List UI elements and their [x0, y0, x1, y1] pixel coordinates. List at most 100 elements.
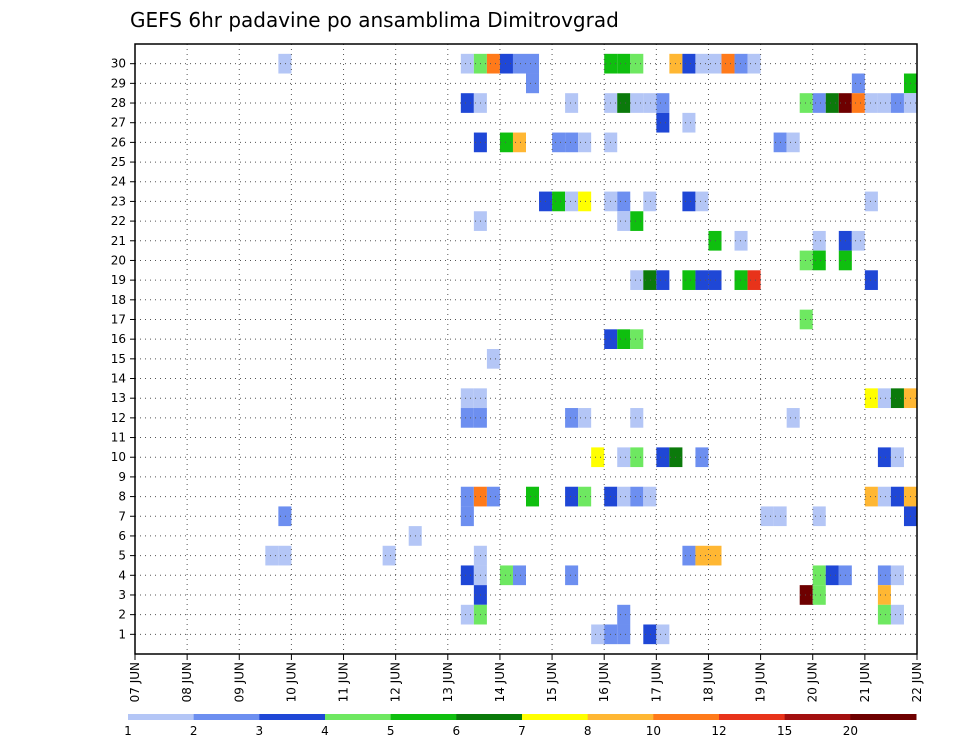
x-tick-label: 21 JUN	[858, 662, 872, 702]
heatmap-cell	[460, 408, 474, 428]
x-tick-label: 09 JUN	[232, 662, 246, 702]
heatmap-cell	[695, 447, 709, 468]
heatmap-cell	[630, 270, 644, 290]
heatmap-cell	[382, 545, 396, 566]
heatmap-cell	[460, 604, 474, 625]
heatmap-cell	[890, 486, 904, 507]
heatmap-cell	[656, 270, 670, 290]
heatmap-cell	[747, 53, 761, 74]
heatmap-cell	[877, 585, 891, 605]
heatmap-cell	[578, 486, 592, 507]
heatmap-cell	[656, 112, 670, 133]
heatmap-cell	[656, 624, 670, 645]
heatmap-cell	[812, 230, 826, 251]
heatmap-cell	[734, 53, 748, 74]
x-tick-label: 12 JUN	[389, 662, 403, 702]
heatmap-cell	[799, 309, 813, 330]
heatmap-cell	[786, 408, 800, 428]
heatmap-cell	[812, 93, 826, 113]
legend-swatch	[390, 714, 457, 720]
heatmap-cell	[565, 408, 579, 428]
heatmap-cell	[486, 53, 500, 74]
heatmap-cell	[799, 93, 813, 113]
x-tick-label: 07 JUN	[128, 662, 142, 702]
heatmap-cell	[812, 250, 826, 271]
heatmap-cell	[526, 73, 540, 94]
heatmap-cell	[460, 388, 474, 409]
heatmap-cell	[799, 585, 813, 605]
x-tick-label: 22 JUN	[910, 662, 924, 702]
heatmap-cell	[864, 191, 878, 212]
heatmap-cell	[526, 486, 540, 507]
legend-label: 8	[584, 724, 592, 738]
legend-swatch	[193, 714, 260, 720]
heatmap-cell	[864, 270, 878, 290]
heatmap-cell	[565, 191, 579, 212]
heatmap-cell	[512, 565, 526, 586]
heatmap-cell	[460, 565, 474, 586]
y-tick-label: 2	[118, 608, 126, 622]
heatmap-cell	[682, 112, 696, 133]
heatmap-cell	[565, 132, 579, 153]
color-legend: 1 2 3 4 5 6 7 8 10 12 15 20	[124, 714, 917, 738]
heatmap-cell	[460, 506, 474, 527]
heatmap-cell	[734, 230, 748, 251]
heatmap-cell	[460, 53, 474, 74]
heatmap-cell	[682, 191, 696, 212]
heatmap-cell	[643, 191, 657, 212]
legend-label: 3	[256, 724, 264, 738]
heatmap-cell	[708, 53, 722, 74]
legend-label: 10	[646, 724, 661, 738]
heatmap-cell	[695, 53, 709, 74]
plot-frame	[134, 43, 918, 655]
heatmap-cell	[486, 349, 500, 369]
legend-swatch	[850, 714, 917, 720]
heatmap-cell	[617, 191, 631, 212]
heatmap-cell	[578, 132, 592, 153]
y-tick-label: 11	[111, 431, 126, 445]
heatmap-cell	[526, 53, 540, 74]
y-tick-label: 12	[111, 411, 126, 425]
heatmap-cell	[708, 230, 722, 251]
heatmap-cell	[877, 604, 891, 625]
heatmap-cell	[708, 545, 722, 566]
heatmap-cell	[708, 270, 722, 290]
heatmap-cell	[695, 191, 709, 212]
heatmap-cell	[617, 211, 631, 231]
legend-swatch	[259, 714, 326, 720]
heatmap-cell	[864, 93, 878, 113]
y-tick-label: 5	[118, 549, 126, 563]
legend-label: 7	[518, 724, 526, 738]
y-tick-label: 18	[111, 293, 126, 307]
heatmap-cell	[278, 545, 292, 566]
legend-label: 20	[843, 724, 858, 738]
heatmap-cell	[630, 447, 644, 468]
heatmap-cell	[656, 447, 670, 468]
heatmap-cell	[864, 486, 878, 507]
heatmap-cell	[812, 506, 826, 527]
heatmap-cell	[812, 585, 826, 605]
legend-swatch	[719, 714, 786, 720]
heatmap-cell	[877, 486, 891, 507]
heatmap-cell	[591, 624, 605, 645]
heatmap-cell	[864, 388, 878, 409]
y-tick-label: 6	[118, 529, 126, 543]
legend-swatch	[128, 714, 195, 720]
heatmap-cell	[877, 93, 891, 113]
y-tick-label: 14	[111, 372, 126, 386]
y-tick-label: 9	[118, 470, 126, 484]
y-tick-label: 23	[111, 194, 126, 208]
heatmap-cell	[695, 270, 709, 290]
y-tick-label: 26	[111, 135, 126, 149]
heatmap-cell	[460, 93, 474, 113]
y-tick-label: 28	[111, 96, 126, 110]
y-tick-label: 20	[111, 253, 126, 267]
heatmap-cell	[825, 565, 839, 586]
heatmap-cell	[486, 486, 500, 507]
legend-swatch	[325, 714, 392, 720]
heatmap-cell	[617, 604, 631, 625]
heatmap-cell	[630, 211, 644, 231]
heatmap-cell	[565, 93, 579, 113]
heatmap-cell	[617, 624, 631, 645]
heatmap-cell	[890, 565, 904, 586]
